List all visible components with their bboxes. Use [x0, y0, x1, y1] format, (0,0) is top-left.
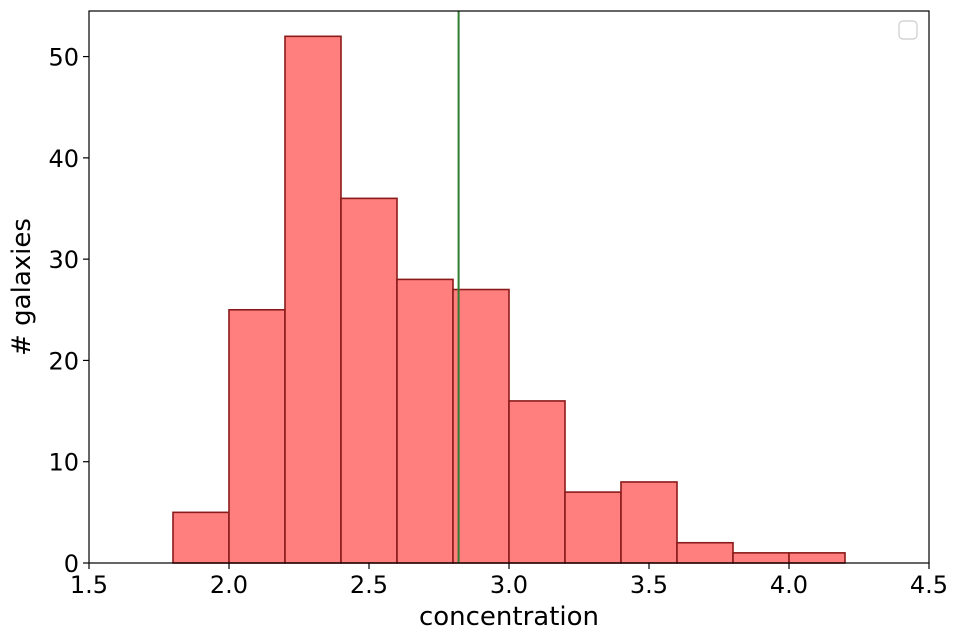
histogram-bar	[452, 288, 510, 564]
x-tick-label: 3.0	[490, 571, 528, 599]
y-tick-label: 40	[48, 145, 79, 173]
y-tick-label: 0	[64, 550, 79, 578]
x-tick-label: 4.5	[910, 571, 948, 599]
histogram-bar	[508, 400, 566, 564]
histogram-bar	[732, 552, 790, 564]
x-tick-label: 2.0	[210, 571, 248, 599]
histogram-bar	[228, 308, 286, 564]
x-axis-ticks: 1.5 2.0 2.5 3.0 3.5 4.0 4.5	[70, 563, 948, 599]
y-tick-label: 10	[48, 449, 79, 477]
histogram-bar	[788, 552, 846, 564]
histogram-bar	[620, 481, 678, 564]
y-tick-label: 30	[48, 246, 79, 274]
y-tick-label: 50	[48, 44, 79, 72]
y-axis-ticks: 0 10 20 30 40 50	[48, 44, 89, 578]
histogram-bar	[396, 278, 454, 564]
histogram-bar	[676, 541, 734, 564]
x-tick-label: 4.0	[770, 571, 808, 599]
histogram-bar	[284, 35, 342, 564]
histogram-bar	[340, 197, 398, 564]
histogram-bars	[172, 35, 846, 564]
x-axis-label: concentration	[419, 602, 599, 632]
x-tick-label: 3.5	[630, 571, 668, 599]
histogram-bar	[564, 491, 622, 564]
y-axis-label: # galaxies	[7, 218, 37, 356]
x-tick-label: 1.5	[70, 571, 108, 599]
histogram-bar	[172, 511, 230, 564]
legend-box	[898, 20, 918, 40]
x-tick-label: 2.5	[350, 571, 388, 599]
y-tick-label: 20	[48, 347, 79, 375]
